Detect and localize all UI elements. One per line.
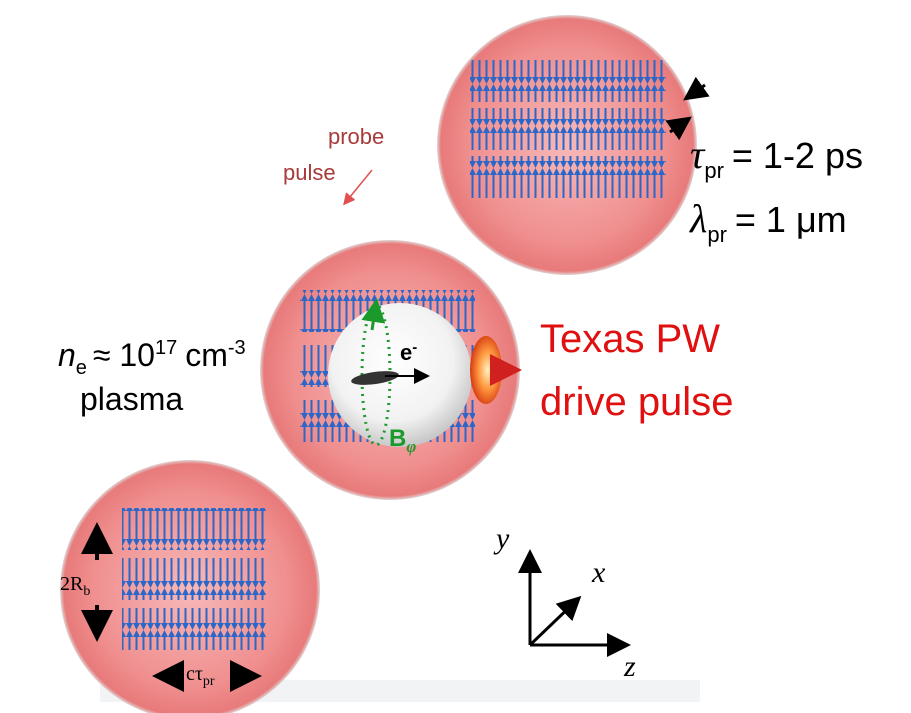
probe-label: probe xyxy=(328,124,384,149)
symbol: e xyxy=(400,340,412,365)
drive-label: Texas PW xyxy=(540,317,720,361)
value: = 1 μm xyxy=(735,199,847,240)
plasma-sphere xyxy=(260,240,520,500)
axis-x: x xyxy=(591,556,606,589)
approx: ≈ 10 xyxy=(93,337,155,373)
subscript: e xyxy=(76,357,87,379)
prefix: 2R xyxy=(60,573,84,595)
axis-y: y xyxy=(493,522,510,555)
subscript: φ xyxy=(406,437,416,456)
subscript: pr xyxy=(707,222,727,247)
probe-arrow xyxy=(345,170,372,203)
probe-label: pulse xyxy=(283,160,336,185)
drive-label: drive pulse xyxy=(540,380,733,424)
axis-z: z xyxy=(623,650,636,683)
density: ne ≈ 1017 cm-3 xyxy=(58,337,246,379)
unit-exponent: -3 xyxy=(228,337,246,359)
subscript: pr xyxy=(203,674,215,689)
subscript: pr xyxy=(704,158,724,183)
pulse-duration: τpr= 1-2 ps xyxy=(690,132,863,183)
superscript: - xyxy=(412,339,417,356)
exponent: 17 xyxy=(155,337,177,359)
symbol: λ xyxy=(689,196,707,241)
axes-icon xyxy=(530,555,625,645)
medium: plasma xyxy=(80,381,183,417)
unit: cm xyxy=(185,337,228,373)
value: = 1-2 ps xyxy=(732,135,863,176)
wavelength: λpr = 1 μm xyxy=(689,196,847,247)
symbol: n xyxy=(58,337,76,373)
probe-sphere xyxy=(437,15,705,275)
prefix: cτ xyxy=(186,663,203,685)
symbol: B xyxy=(389,425,406,452)
diagram: probe pulse τpr= 1-2 ps λpr= 1 μm ne≈ 10… xyxy=(0,0,911,713)
subscript: b xyxy=(83,584,90,599)
